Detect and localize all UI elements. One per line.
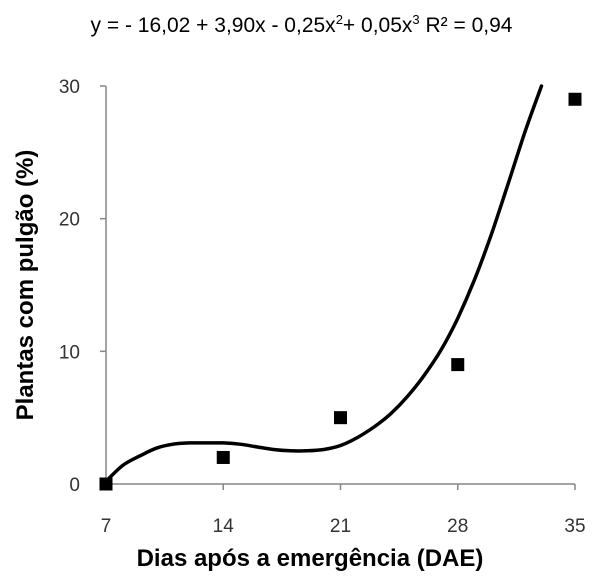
equation-r-squared: R² = 0,94 bbox=[419, 14, 513, 37]
tick-labels: 0 10 20 30 7 14 21 28 35 bbox=[59, 77, 586, 537]
equation-prefix: y = - 16,02 + 3,90x - 0,25x bbox=[90, 14, 336, 37]
y-tick-label: 10 bbox=[59, 342, 80, 363]
x-axis-label: Dias após a emergência (DAE) bbox=[136, 545, 484, 572]
fit-curve-layer bbox=[104, 84, 544, 484]
data-point-marker bbox=[568, 92, 582, 106]
equation-middle: + 0,05x bbox=[342, 14, 413, 37]
x-tick-label: 35 bbox=[564, 516, 585, 537]
equation-exponent-2: 2 bbox=[335, 12, 343, 27]
y-tick-label: 20 bbox=[59, 210, 80, 231]
axes bbox=[100, 85, 576, 490]
y-tick-label: 0 bbox=[69, 475, 80, 496]
data-point-marker bbox=[216, 450, 230, 464]
y-tick-label: 30 bbox=[59, 77, 80, 98]
x-tick-label: 14 bbox=[213, 516, 235, 537]
x-tick-label: 21 bbox=[330, 516, 351, 537]
data-point-marker bbox=[451, 358, 465, 372]
data-point-marker bbox=[334, 411, 347, 425]
chart-title: y = - 16,02 + 3,90x - 0,25x2+ 0,05x3 R² … bbox=[0, 12, 603, 38]
x-tick-label: 28 bbox=[447, 516, 468, 537]
data-points bbox=[99, 92, 582, 491]
equation-exponent-3: 3 bbox=[412, 12, 420, 27]
fit-curve-line bbox=[104, 84, 544, 484]
data-point-marker bbox=[99, 477, 113, 491]
y-axis-label: Plantas com pulgão (%) bbox=[12, 149, 39, 421]
x-tick-label: 7 bbox=[101, 516, 112, 537]
